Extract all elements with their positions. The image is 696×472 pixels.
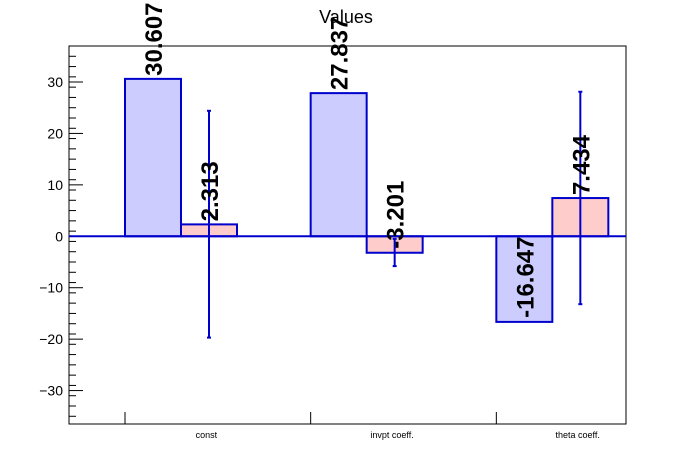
plot-frame — [68, 45, 627, 425]
value-label: 2.313 — [197, 161, 224, 221]
y-tick-label: 20 — [47, 125, 63, 141]
bar — [495, 235, 554, 323]
x-category-label: theta coeff. — [556, 430, 600, 440]
y-tick-label: −10 — [39, 280, 63, 296]
bar — [309, 92, 368, 238]
y-tick-label: −30 — [39, 383, 63, 399]
x-category-label: const — [196, 430, 218, 440]
value-label: 7.434 — [568, 134, 595, 195]
value-labels: 30.607 27.837 -16.647 2.313 -3.201 7.434 — [141, 2, 595, 317]
value-label: 30.607 — [141, 2, 168, 75]
y-tick-label: −20 — [39, 331, 63, 347]
value-label: -16.647 — [512, 236, 539, 317]
x-axis: const invpt coeff. theta coeff. — [124, 412, 600, 440]
y-tick-label: 30 — [47, 74, 63, 90]
chart-title: Values — [319, 7, 373, 27]
x-category-label: invpt coeff. — [370, 430, 413, 440]
error-bars — [207, 90, 583, 339]
value-label: -3.201 — [383, 181, 410, 249]
value-label: 27.837 — [327, 17, 354, 90]
bar — [124, 77, 182, 238]
y-axis: −30 −20 −10 0 10 20 30 — [39, 55, 83, 417]
y-tick-label: 0 — [55, 228, 63, 244]
y-tick-label: 10 — [47, 177, 63, 193]
